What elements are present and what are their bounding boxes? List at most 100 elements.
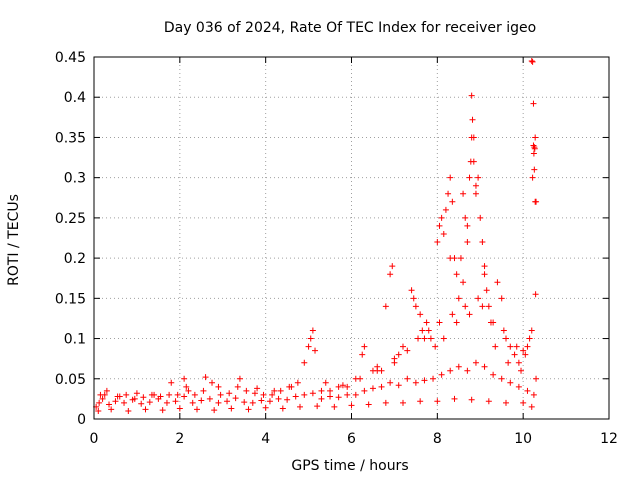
data-point — [215, 383, 222, 390]
data-point — [348, 402, 355, 409]
data-point — [202, 374, 209, 381]
data-point — [487, 319, 494, 326]
data-point — [241, 399, 248, 406]
data-point — [485, 303, 492, 310]
data-point — [309, 390, 316, 397]
data-point — [490, 371, 497, 378]
data-point — [470, 134, 477, 141]
data-point — [468, 92, 475, 99]
y-tick-label: 0.45 — [55, 50, 86, 66]
data-point — [503, 335, 509, 342]
data-point — [427, 335, 434, 342]
data-point — [344, 391, 351, 398]
data-point — [531, 145, 538, 152]
data-point — [157, 393, 164, 400]
data-point — [466, 174, 473, 181]
data-point — [432, 343, 439, 350]
data-point — [532, 134, 539, 141]
data-point — [387, 271, 394, 278]
y-tick-label: 0.1 — [64, 332, 86, 348]
data-point — [500, 327, 507, 334]
data-point — [438, 371, 445, 378]
data-point — [305, 343, 312, 350]
data-point — [513, 343, 520, 350]
x-tick-label: 6 — [347, 431, 356, 447]
data-point — [335, 394, 342, 401]
data-point — [243, 387, 250, 394]
y-tick-label: 0.4 — [64, 90, 86, 106]
data-point — [438, 214, 445, 221]
data-point — [297, 403, 303, 410]
data-point — [442, 206, 449, 213]
data-point — [475, 295, 482, 302]
data-point — [215, 399, 222, 406]
data-point — [492, 343, 499, 350]
data-point — [408, 287, 415, 294]
data-point — [174, 391, 181, 398]
data-point — [200, 387, 207, 394]
data-point — [434, 239, 441, 246]
y-tick-label: 0.15 — [55, 291, 86, 307]
data-point — [382, 303, 389, 310]
data-point — [236, 375, 243, 382]
data-point — [374, 363, 381, 370]
data-point — [451, 395, 458, 402]
data-point — [95, 407, 102, 414]
data-point — [467, 158, 474, 165]
data-point — [423, 319, 430, 326]
data-point — [520, 347, 527, 354]
data-point — [507, 379, 514, 386]
data-point — [387, 379, 394, 386]
x-tick-label: 12 — [600, 431, 618, 447]
data-point — [125, 407, 132, 414]
data-point — [361, 387, 368, 394]
data-point — [271, 387, 278, 394]
data-point — [344, 383, 351, 390]
data-point — [99, 395, 106, 402]
data-point — [181, 393, 188, 400]
data-point — [101, 391, 108, 398]
data-point — [365, 401, 372, 408]
data-point — [532, 291, 539, 298]
data-point — [327, 387, 334, 394]
data-point — [254, 385, 261, 392]
data-point — [112, 398, 119, 405]
data-point — [440, 335, 447, 342]
data-point — [511, 351, 518, 358]
data-point — [417, 398, 424, 405]
data-point — [234, 383, 241, 390]
data-point — [224, 398, 231, 405]
data-point — [226, 390, 233, 397]
data-point — [483, 287, 490, 294]
data-point — [209, 379, 216, 386]
data-point — [455, 295, 462, 302]
data-point — [481, 263, 488, 270]
data-point — [400, 343, 406, 350]
data-point — [460, 190, 467, 197]
data-point — [464, 239, 471, 246]
data-point — [531, 166, 538, 173]
data-point — [312, 347, 319, 354]
data-point — [159, 407, 166, 414]
data-point — [498, 375, 505, 382]
data-point — [445, 190, 452, 197]
data-point — [526, 335, 533, 342]
data-point — [251, 390, 258, 397]
data-point — [498, 295, 505, 302]
data-point — [533, 375, 540, 382]
axis-ticks: 0 2 4 6 8 10 12 0 0.05 0.1 0.15 0.2 0.25 0.3 0.35 0.4 0.… — [55, 50, 618, 447]
data-point — [378, 383, 385, 390]
data-point — [232, 395, 239, 402]
data-point — [172, 398, 179, 405]
data-point — [528, 58, 535, 65]
data-point — [258, 397, 265, 404]
data-point — [275, 395, 282, 402]
data-point — [206, 395, 213, 402]
x-tick-label: 4 — [261, 431, 270, 447]
data-point — [464, 222, 471, 229]
data-point — [472, 359, 479, 366]
data-point — [277, 387, 284, 394]
data-point — [279, 405, 286, 412]
data-point — [189, 399, 196, 406]
